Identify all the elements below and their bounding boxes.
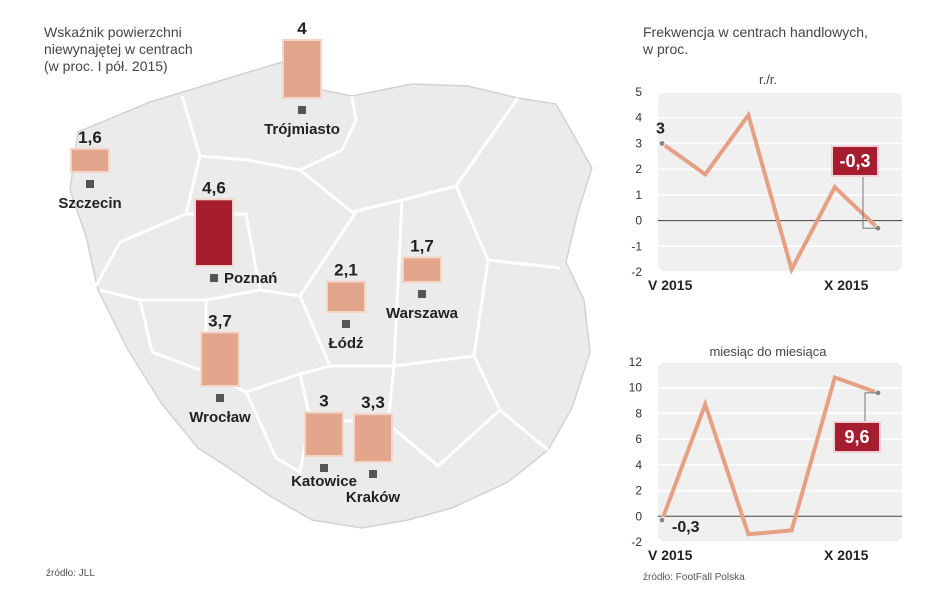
bar-szczecin bbox=[70, 147, 110, 174]
city-marker-katowice bbox=[320, 464, 328, 472]
city-label-szczecin: Szczecin bbox=[58, 195, 121, 212]
end-value-label: 9,6 bbox=[844, 427, 869, 447]
city-label-poznan: Poznań bbox=[224, 270, 277, 287]
start-value-label: 3 bbox=[656, 120, 665, 137]
attendance-title-line-1: Frekwencja w centrach handlowych, bbox=[643, 24, 868, 40]
city-marker-wroclaw bbox=[216, 394, 224, 402]
yoy-chart-title: r./r. bbox=[758, 72, 778, 87]
y-tick-label: 5 bbox=[635, 86, 642, 99]
value-label-lodz: 2,1 bbox=[334, 261, 358, 280]
y-tick-label: 0 bbox=[635, 214, 642, 228]
y-tick-label: 1 bbox=[635, 188, 642, 202]
plot-area bbox=[658, 362, 902, 542]
y-tick-label: 3 bbox=[635, 136, 642, 150]
value-label-warszawa: 1,7 bbox=[410, 236, 434, 255]
value-label-krakow: 3,3 bbox=[361, 393, 385, 412]
end-label-leader bbox=[862, 176, 878, 229]
bar-wroclaw bbox=[200, 331, 240, 388]
attendance-title: Frekwencja w centrach handlowych, w proc… bbox=[643, 24, 868, 58]
x-label-end: X 2015 bbox=[824, 277, 869, 293]
city-label-katowice: Katowice bbox=[291, 473, 357, 490]
y-tick-label: 4 bbox=[635, 458, 642, 472]
map-title-line-1: Wskaźnik powierzchni bbox=[44, 24, 182, 40]
x-label-start: V 2015 bbox=[648, 277, 693, 293]
series-line bbox=[660, 110, 880, 275]
y-tick-label: -2 bbox=[631, 535, 642, 549]
value-label-poznan: 4,6 bbox=[202, 178, 226, 197]
end-value-label: -0,3 bbox=[839, 151, 870, 171]
map-title: Wskaźnik powierzchni niewynajętej w cent… bbox=[44, 24, 193, 75]
y-tick-label: -2 bbox=[631, 265, 642, 279]
end-value-box bbox=[831, 145, 879, 177]
map-title-line-3: (w proc. I pół. 2015) bbox=[44, 58, 168, 74]
attendance-title-line-2: w proc. bbox=[643, 41, 689, 57]
bar-warszawa bbox=[402, 256, 442, 284]
city-marker-warszawa bbox=[418, 290, 426, 298]
city-marker-lodz bbox=[342, 320, 350, 328]
city-marker-krakow bbox=[369, 470, 377, 478]
x-label-start: V 2015 bbox=[648, 547, 693, 563]
y-tick-label: 0 bbox=[635, 509, 642, 523]
y-tick-label: 4 bbox=[635, 111, 642, 125]
value-label-szczecin: 1,6 bbox=[78, 128, 102, 147]
map-bar-layer: 4 Trójmiasto 1,6 Szczecin 4,6 Poznań 2,1 Łódź 1,… bbox=[58, 19, 458, 506]
x-label-end: X 2015 bbox=[824, 547, 869, 563]
y-tick-label: -1 bbox=[631, 239, 642, 253]
city-marker-szczecin bbox=[86, 180, 94, 188]
plot-area bbox=[658, 92, 902, 272]
city-marker-poznan bbox=[210, 274, 218, 282]
city-marker-trojmiasto bbox=[298, 106, 306, 114]
data-point bbox=[658, 516, 666, 524]
bar-katowice bbox=[304, 411, 344, 457]
city-label-krakow: Kraków bbox=[346, 489, 401, 506]
city-label-wroclaw: Wrocław bbox=[189, 409, 251, 426]
attendance-source: źródło: FootFall Polska bbox=[643, 572, 745, 583]
y-tick-label: 8 bbox=[635, 406, 642, 420]
series-line bbox=[660, 374, 879, 537]
map-source: źródło: JLL bbox=[46, 568, 95, 579]
city-label-trojmiasto: Trójmiasto bbox=[264, 121, 340, 138]
city-label-lodz: Łódź bbox=[329, 335, 364, 352]
bar-poznan bbox=[194, 198, 234, 267]
y-tick-label: 10 bbox=[629, 381, 643, 395]
y-tick-label: 2 bbox=[635, 162, 642, 176]
city-label-warszawa: Warszawa bbox=[386, 305, 459, 322]
bar-krakow bbox=[353, 413, 393, 463]
value-label-wroclaw: 3,7 bbox=[208, 311, 232, 330]
value-label-trojmiasto: 4 bbox=[297, 19, 307, 38]
bar-lodz bbox=[326, 280, 366, 313]
mom-chart-title: miesiąc do miesiąca bbox=[709, 344, 827, 359]
end-value-box bbox=[833, 421, 881, 453]
value-label-katowice: 3 bbox=[319, 392, 328, 411]
bar-trojmiasto bbox=[282, 39, 322, 99]
poland-map: 4 Trójmiasto 1,6 Szczecin 4,6 Poznań 2,1 Łódź 1,… bbox=[58, 19, 593, 529]
y-tick-label: 6 bbox=[635, 432, 642, 446]
start-value-label: -0,3 bbox=[672, 519, 700, 536]
map-title-line-2: niewynajętej w centrach bbox=[44, 41, 193, 57]
y-tick-label: 12 bbox=[629, 356, 643, 369]
data-point bbox=[658, 139, 666, 147]
y-tick-label: 2 bbox=[635, 484, 642, 498]
mom-line-chart: -2 0 2 4 6 8 10 12 V 2015 X 2015 -0,3 9,6 bbox=[629, 356, 902, 563]
